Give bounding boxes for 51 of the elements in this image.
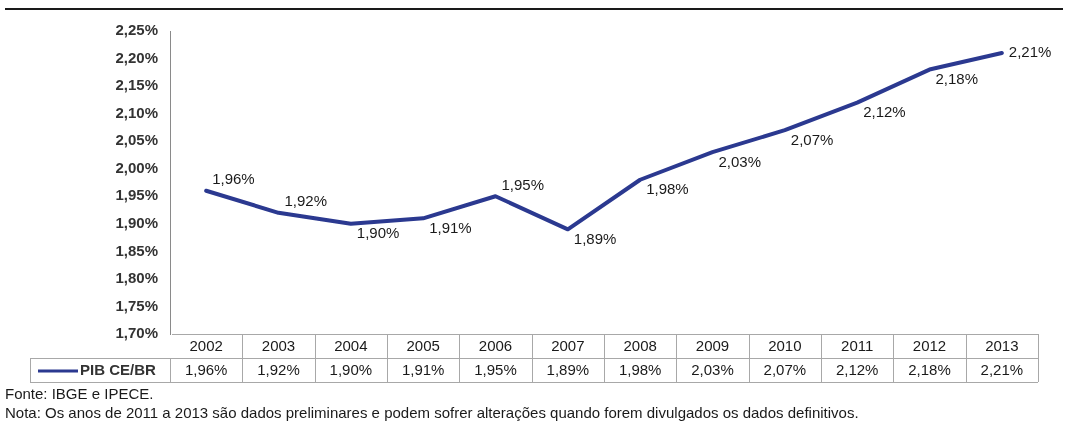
x-tick-label: 2009 [695,337,730,355]
data-label: 2,12% [835,361,879,379]
text: 1,89% [573,229,617,247]
x-tick-label: 2005 [406,337,440,355]
x-tick-label: 2006 [478,337,513,355]
y-tick-label: 2,00% [115,158,158,176]
y-tick-label: 2,25% [115,21,158,39]
y-tick-label: 1,95% [115,186,158,204]
data-label: 1,96% [184,361,228,379]
text: 2,07% [790,130,834,148]
x-tick-label: 2012 [912,337,947,355]
data-label: 1,95% [474,361,517,379]
x-tick-label: 2008 [623,337,657,355]
x-tick-label: 2013 [985,337,1019,355]
data-label: 2,18% [908,361,951,379]
data-label: 2,07% [763,361,807,379]
text: 1,90% [356,224,400,242]
y-tick-label: 2,20% [115,48,158,66]
data-label: 2,03% [691,361,734,379]
x-tick-label: 2011 [841,337,874,355]
text: 1,95% [501,175,545,193]
y-tick-label: 2,10% [115,103,158,121]
data-label: 1,92% [257,361,300,379]
text: 2,21% [1008,43,1052,61]
data-label: 1,90% [329,361,373,379]
text: 1,92% [284,192,328,210]
y-tick-label: 1,70% [115,324,158,342]
source-note: Fonte: IBGE e IPECE. [5,384,155,403]
text: 2,03% [718,152,762,170]
data-label: 1,98% [618,361,662,379]
y-tick-label: 2,05% [115,131,158,149]
x-tick-label: 2003 [261,337,296,355]
x-tick-label: 2007 [551,337,585,355]
x-tick-label: 2010 [768,337,802,355]
data-label: 1,91% [401,361,445,379]
data-label: 2,21% [980,361,1024,379]
legend-label: PIB CE/BR [80,361,157,379]
text: 1,98% [646,180,689,198]
y-tick-label: 1,75% [115,296,158,314]
x-tick-label: 2004 [334,337,368,355]
y-tick-label: 2,15% [115,76,158,94]
x-tick-label: 2002 [189,337,223,355]
text: 2,12% [863,103,906,121]
text: 1,96% [212,170,255,188]
data-label: 1,89% [546,361,590,379]
y-tick-label: 1,80% [115,269,158,287]
y-tick-label: 1,85% [115,241,158,259]
text: 2,18% [935,70,979,88]
text: Nota: Os anos de 2011 a 2013 são dados preliminares e podem sofrer alterações quando forem divulgados os dados definitivos. [5,403,860,422]
y-tick-label: 1,90% [115,213,158,231]
text: 1,91% [429,218,472,236]
